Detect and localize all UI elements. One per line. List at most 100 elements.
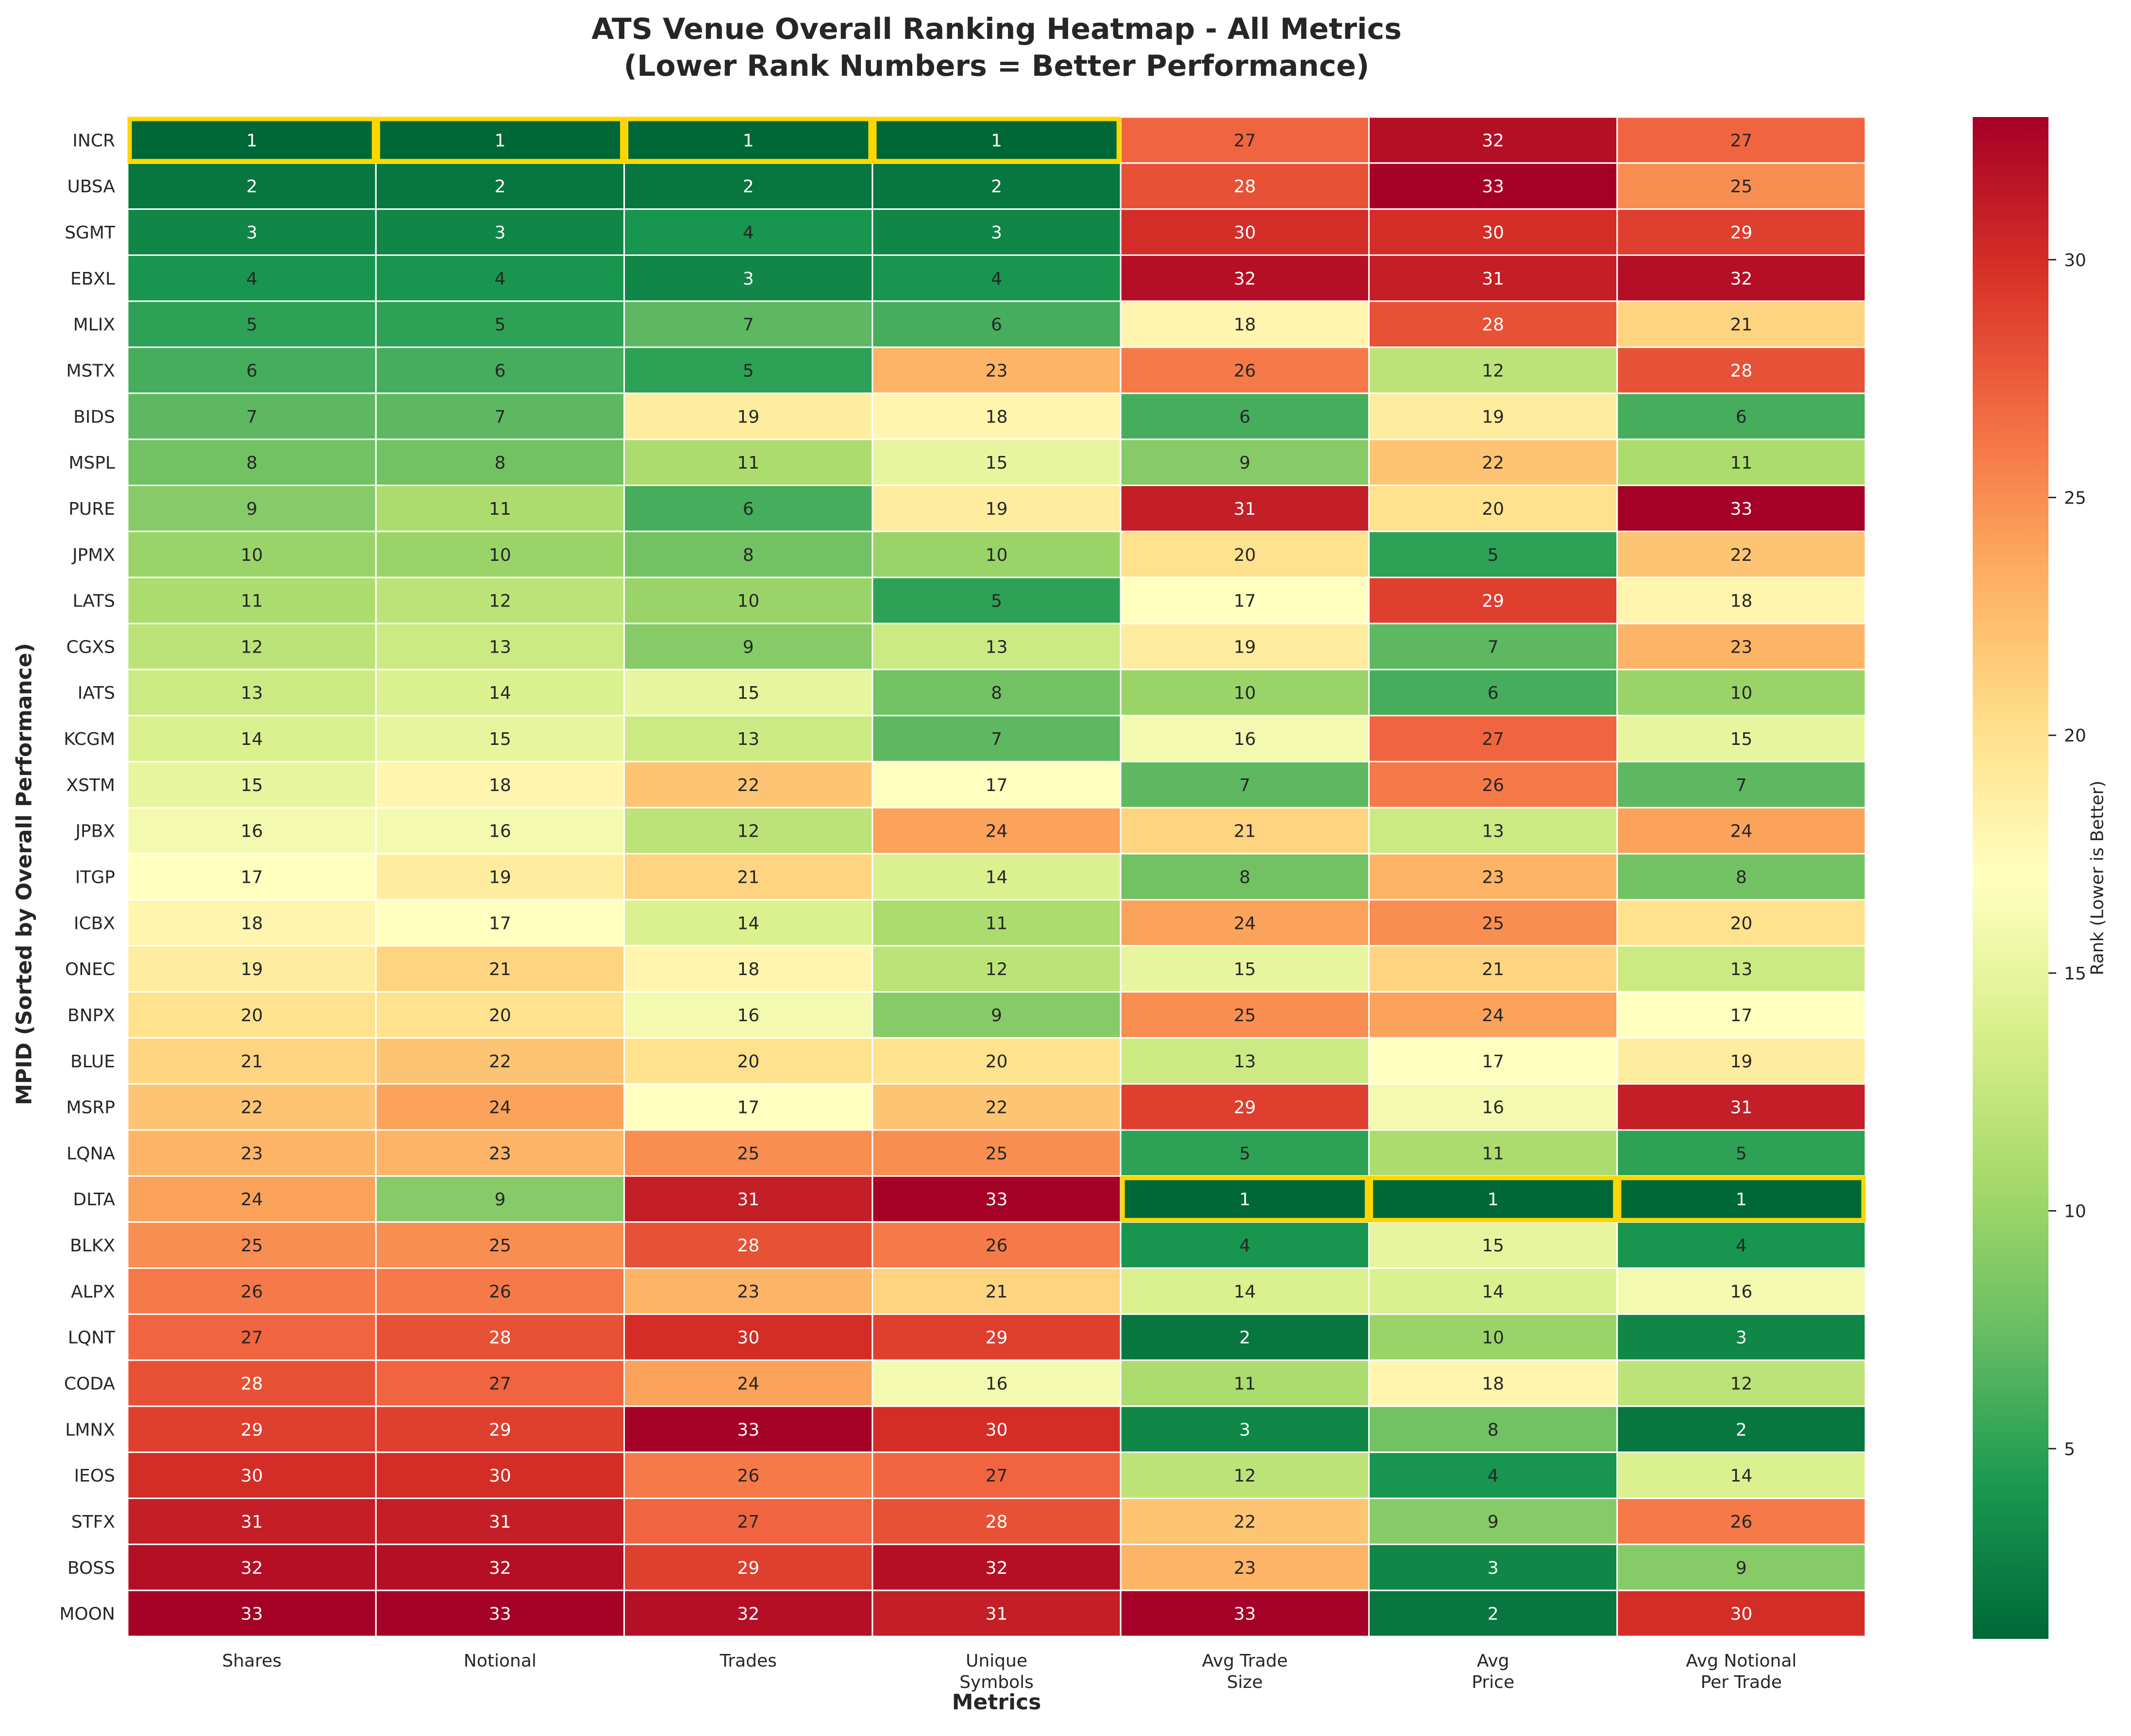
cell-value-label: 27 bbox=[1234, 131, 1256, 151]
cell-value-label: 29 bbox=[1234, 1098, 1256, 1118]
heatmap-cell bbox=[1120, 760, 1370, 809]
cell-value-label: 5 bbox=[246, 315, 257, 335]
cell-value-label: 4 bbox=[1488, 1466, 1499, 1486]
cell-value-label: 21 bbox=[489, 960, 511, 979]
heatmap-cell bbox=[872, 1037, 1122, 1085]
heatmap-cell bbox=[1616, 807, 1866, 855]
cell-value-label: 2 bbox=[1488, 1604, 1499, 1624]
cell-value-label: 23 bbox=[1482, 868, 1504, 888]
y-tick-label: XSTM bbox=[66, 775, 115, 795]
cell-value-label: 13 bbox=[737, 729, 759, 749]
cell-value-label: 1 bbox=[246, 131, 257, 151]
cell-value-label: 10 bbox=[1234, 683, 1256, 703]
cell-value-label: 15 bbox=[986, 453, 1008, 473]
cell-value-label: 27 bbox=[737, 1512, 759, 1532]
heatmap-cell bbox=[872, 208, 1122, 256]
cell-value-label: 11 bbox=[737, 453, 759, 473]
cell-value-label: 17 bbox=[737, 1098, 759, 1118]
heatmap-cell bbox=[1120, 991, 1370, 1039]
cell-value-label: 12 bbox=[737, 822, 759, 842]
heatmap-cell bbox=[375, 715, 625, 762]
heatmap-cell bbox=[1616, 1313, 1866, 1361]
cell-value-label: 22 bbox=[489, 1052, 511, 1072]
heatmap-cell bbox=[127, 162, 377, 210]
heatmap-cell bbox=[872, 1543, 1122, 1591]
heatmap-cell bbox=[1368, 1037, 1618, 1085]
cell-value-label: 1 bbox=[494, 131, 505, 151]
cell-value-label: 8 bbox=[246, 453, 257, 473]
heatmap-cell bbox=[1368, 991, 1618, 1039]
heatmap-cell bbox=[375, 623, 625, 671]
cell-value-label: 15 bbox=[1482, 1236, 1504, 1256]
cell-value-label: 13 bbox=[1234, 1052, 1256, 1072]
cell-value-label: 13 bbox=[1730, 960, 1752, 979]
cell-value-label: 4 bbox=[246, 269, 257, 289]
cell-value-label: 31 bbox=[737, 1190, 759, 1210]
heatmap-cell bbox=[623, 899, 873, 947]
cell-value-label: 6 bbox=[991, 315, 1002, 335]
cell-value-label: 32 bbox=[986, 1558, 1008, 1578]
cell-value-label: 23 bbox=[489, 1144, 511, 1163]
cell-value-label: 28 bbox=[489, 1328, 511, 1348]
cell-value-label: 8 bbox=[743, 545, 754, 565]
cell-value-label: 28 bbox=[1730, 361, 1752, 381]
heatmap-cell bbox=[1368, 1498, 1618, 1545]
cell-value-label: 13 bbox=[1482, 822, 1504, 842]
cell-value-label: 33 bbox=[1730, 499, 1752, 519]
cell-value-label: 24 bbox=[1234, 913, 1256, 933]
cell-value-label: 12 bbox=[241, 637, 263, 657]
cell-value-label: 11 bbox=[241, 591, 263, 611]
cell-value-label: 1 bbox=[991, 131, 1002, 151]
cell-value-label: 20 bbox=[241, 1006, 263, 1026]
cell-value-label: 4 bbox=[743, 223, 754, 243]
heatmap-cell bbox=[1120, 116, 1370, 164]
cell-value-label: 32 bbox=[1730, 269, 1752, 289]
cell-value-label: 20 bbox=[1234, 545, 1256, 565]
heatmap-cell bbox=[1616, 1451, 1866, 1500]
rank-1-highlight bbox=[1120, 1176, 1369, 1223]
cell-value-label: 3 bbox=[1239, 1420, 1250, 1440]
cell-value-label: 31 bbox=[241, 1512, 263, 1532]
cell-value-label: 5 bbox=[1488, 545, 1499, 565]
cell-value-label: 14 bbox=[1482, 1282, 1504, 1302]
cell-value-label: 6 bbox=[743, 499, 754, 519]
cell-value-label: 18 bbox=[737, 960, 759, 979]
cell-value-label: 5 bbox=[743, 361, 754, 381]
rank-1-highlight bbox=[624, 117, 873, 164]
cell-value-label: 7 bbox=[494, 407, 505, 427]
cell-value-label: 7 bbox=[1736, 775, 1747, 795]
heatmap-cell bbox=[1120, 438, 1370, 487]
heatmap-cell bbox=[872, 530, 1122, 578]
y-tick-label: STFX bbox=[71, 1512, 115, 1532]
cell-value-label: 7 bbox=[743, 315, 754, 335]
cell-value-label: 17 bbox=[1234, 591, 1256, 611]
cell-value-label: 29 bbox=[241, 1420, 263, 1440]
heatmap-cell bbox=[872, 945, 1122, 993]
heatmap-cell bbox=[127, 1498, 377, 1545]
cell-value-label: 31 bbox=[986, 1604, 1008, 1624]
heatmap-cell bbox=[623, 208, 873, 256]
rank-1-highlight bbox=[1368, 1176, 1618, 1223]
cell-value-label: 14 bbox=[241, 729, 263, 749]
heatmap-cell bbox=[872, 300, 1122, 348]
heatmap-cell bbox=[1368, 392, 1618, 440]
cell-value-label: 19 bbox=[1482, 407, 1504, 427]
cell-value-label: 3 bbox=[494, 223, 505, 243]
y-tick-label: LQNT bbox=[68, 1328, 116, 1348]
cell-value-label: 33 bbox=[489, 1604, 511, 1624]
heatmap-cell bbox=[872, 1359, 1122, 1407]
heatmap-cell bbox=[872, 392, 1122, 440]
heatmap-cell bbox=[1368, 669, 1618, 717]
cell-value-label: 19 bbox=[489, 868, 511, 888]
heatmap-cell bbox=[1616, 116, 1866, 164]
cell-value-label: 27 bbox=[489, 1374, 511, 1394]
heatmap-cell bbox=[1120, 807, 1370, 855]
cell-value-label: 27 bbox=[241, 1328, 263, 1348]
heatmap-cell bbox=[623, 300, 873, 348]
cell-value-label: 10 bbox=[241, 545, 263, 565]
cell-value-label: 19 bbox=[1730, 1052, 1752, 1072]
heatmap-cell bbox=[1368, 1589, 1618, 1637]
y-tick-label: IEOS bbox=[74, 1466, 115, 1486]
y-tick-label: MOON bbox=[59, 1604, 115, 1624]
cell-value-label: 29 bbox=[737, 1558, 759, 1578]
